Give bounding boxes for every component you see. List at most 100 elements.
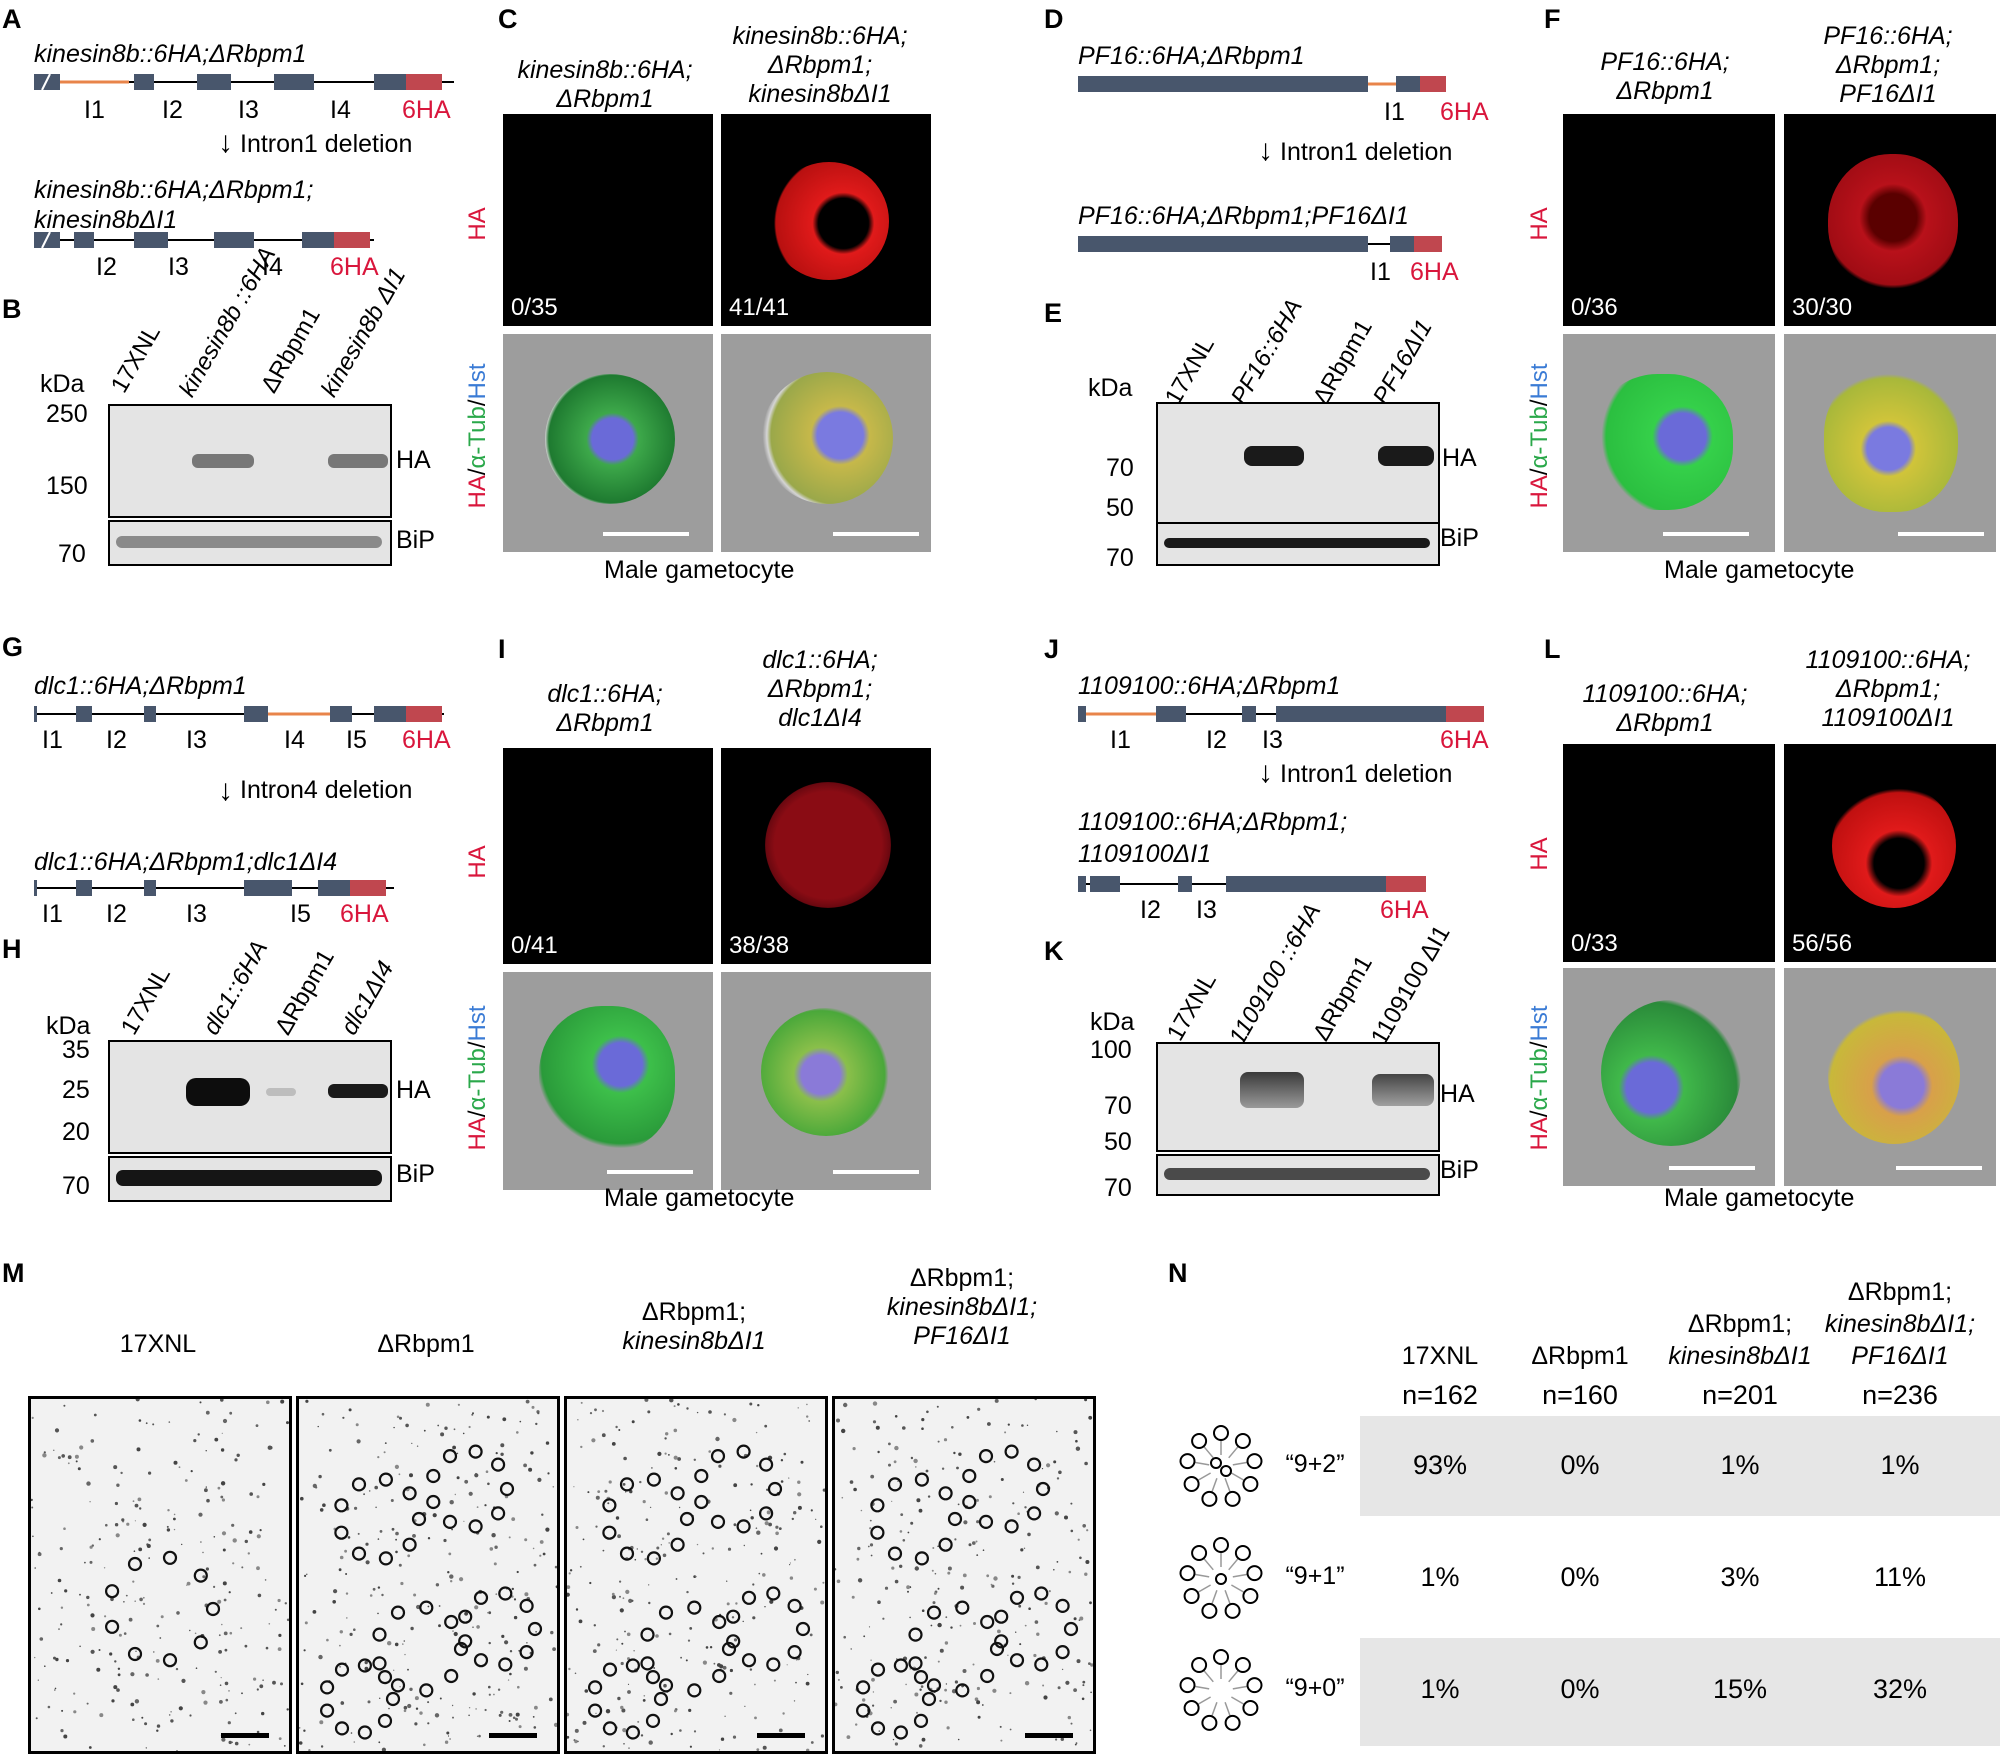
table-cell: 1% (1720, 1450, 1760, 1480)
table-cell: 1% (1880, 1450, 1920, 1480)
band (1164, 538, 1430, 548)
column-title: 1109100::6HA; ΔRbpm1; 1109100ΔI1 (1805, 646, 1971, 732)
arrow-icon: ↓ (1258, 134, 1273, 167)
ha-signal (1832, 784, 1956, 908)
scale-bar (489, 1733, 537, 1738)
footer-label: Male gametocyte (1664, 1184, 1855, 1212)
merge-image (1563, 334, 1775, 552)
lane-label: dlc1::6HA (197, 935, 274, 1040)
gene-model-top (34, 706, 444, 722)
band (1240, 1072, 1304, 1108)
lane-label: 17XNL (115, 962, 176, 1040)
count-label: 56/56 (1792, 930, 1853, 957)
scale-bar (757, 1733, 805, 1738)
tag-label: 6HA (1440, 726, 1489, 754)
gene-title: kinesin8bΔI1 (34, 206, 178, 234)
gene-model-top (1078, 706, 1484, 722)
merge-image (721, 972, 931, 1190)
table-header: ΔRbpm1 (1531, 1342, 1629, 1370)
merge-image (1784, 334, 1996, 552)
scale-bar (1896, 1166, 1982, 1170)
panel-label-l: L (1544, 634, 1561, 664)
em-micrograph (832, 1396, 1096, 1754)
lane-label: ΔRbpm1 (269, 945, 340, 1040)
ha-channel-label: HA (1526, 207, 1553, 241)
intron-label: I2 (106, 900, 127, 928)
cell (1828, 1006, 1960, 1144)
mw-marker: 100 (1090, 1036, 1132, 1064)
intron-label: I2 (1140, 896, 1161, 924)
arrow-icon: ↓ (1258, 756, 1273, 789)
tag-label: 6HA (1380, 896, 1429, 924)
ha-channel-label: HA (464, 207, 491, 241)
em-column-title: 17XNL (119, 1330, 197, 1358)
blot-ha (108, 404, 392, 518)
cell (539, 1006, 675, 1152)
intron-label: I5 (346, 726, 367, 754)
panel-label-b: B (2, 294, 22, 324)
em-column-title: ΔRbpm1; kinesin8bΔI1; PF16ΔI1 (886, 1264, 1038, 1350)
scale-bar (1663, 532, 1749, 536)
table-cell: 0% (1560, 1562, 1600, 1592)
blot-ha (108, 1040, 392, 1154)
mw-marker: 70 (62, 1172, 90, 1200)
em-column-title: ΔRbpm1; kinesin8bΔI1 (622, 1298, 766, 1355)
scale-bar (607, 1170, 693, 1174)
tag-label: 6HA (330, 253, 379, 281)
table-cell: 93% (1412, 1450, 1468, 1480)
mw-marker: 70 (1106, 454, 1134, 482)
table-cell: 11% (1873, 1562, 1927, 1592)
deletion-label: Intron1 deletion (1280, 138, 1453, 166)
lane-label: kinesin8b ΔI1 (315, 263, 412, 402)
table-shading (1360, 1416, 2000, 1516)
column-title: kinesin8b::6HA; ΔRbpm1 (517, 56, 693, 113)
merge-image (503, 972, 713, 1190)
row-label: “9+1” (1285, 1562, 1345, 1590)
lane-label: 1109100 ΔI1 (1365, 920, 1456, 1050)
ha-signal (765, 782, 891, 908)
gene-model-bottom (34, 231, 374, 249)
merge-image (503, 334, 713, 552)
intron-label: I5 (290, 900, 311, 928)
kda-label: kDa (1088, 374, 1133, 402)
mw-marker: 70 (1106, 544, 1134, 572)
lane-label: PF16::6HA (1225, 294, 1308, 410)
axoneme-schematic-icon (1179, 1537, 1263, 1619)
blot-bip (1156, 522, 1440, 566)
table-header: ΔRbpm1; (1687, 1310, 1793, 1338)
table-n-label: n=236 (1862, 1380, 1938, 1410)
table-header: PF16ΔI1 (1851, 1342, 1949, 1370)
band-label: BiP (396, 526, 435, 554)
gene-model-top (1078, 76, 1446, 92)
band (328, 1084, 388, 1098)
band (1372, 1074, 1434, 1106)
gene-title: kinesin8b::6HA;ΔRbpm1; (34, 176, 314, 204)
merge-image (721, 334, 931, 552)
scale-bar (1669, 1166, 1755, 1170)
ha-image: 41/41 (721, 114, 931, 326)
tag-label: 6HA (1410, 258, 1459, 286)
table-n-label: n=201 (1702, 1380, 1778, 1410)
band-label: BiP (1440, 524, 1479, 552)
ha-image: 0/35 (503, 114, 713, 326)
ha-image: 0/41 (503, 748, 713, 964)
intron-label: I2 (96, 253, 117, 281)
panel-label-c: C (498, 4, 518, 34)
intron-label: I1 (42, 726, 63, 754)
panel-label-e: E (1044, 298, 1063, 328)
intron-label: I2 (1206, 726, 1227, 754)
gene-title: kinesin8b::6HA;ΔRbpm1 (34, 40, 307, 68)
table-header: kinesin8bΔI1; (1824, 1310, 1976, 1338)
ha-image: 56/56 (1784, 744, 1996, 962)
gene-model-top (34, 73, 454, 91)
deletion-label: Intron4 deletion (240, 776, 413, 804)
intron-label: I3 (1196, 896, 1217, 924)
scale-bar (221, 1733, 269, 1738)
table-header: ΔRbpm1; (1847, 1278, 1953, 1306)
lane-label: dlc1ΔI4 (335, 956, 400, 1040)
cell (761, 372, 893, 504)
band (328, 454, 388, 468)
cell (1601, 1000, 1741, 1146)
merge-channel-label: HA/α-Tub/Hst (464, 363, 491, 509)
table-cell: 1% (1420, 1562, 1460, 1592)
